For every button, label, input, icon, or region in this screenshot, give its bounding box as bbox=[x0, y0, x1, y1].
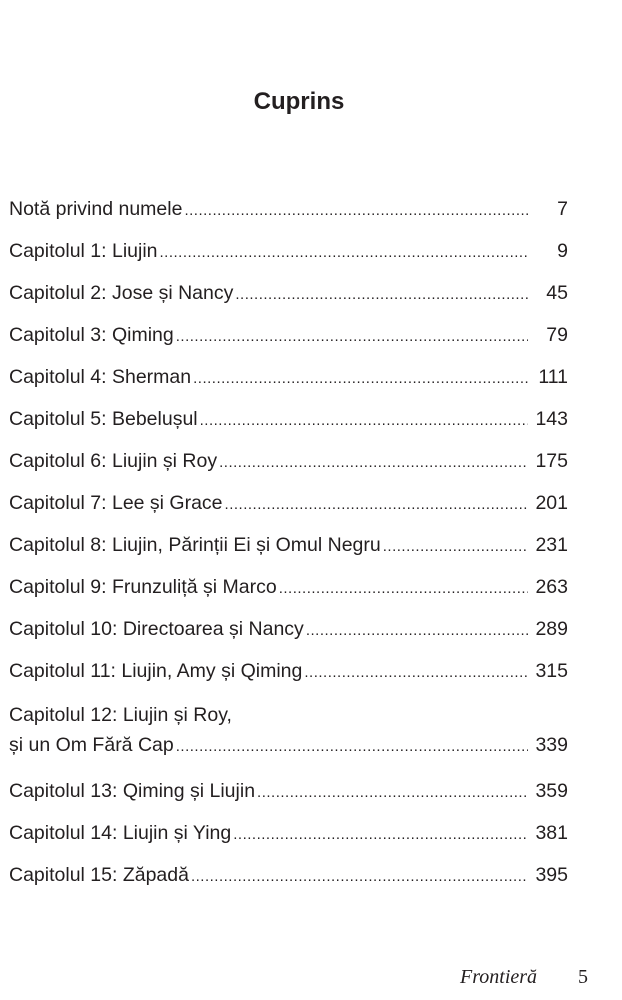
toc-entry: Capitolul 14: Liujin și Ying 381 bbox=[9, 820, 568, 862]
dot-leader bbox=[257, 778, 528, 806]
toc-entry-label: Capitolul 9: Frunzuliță și Marco bbox=[9, 576, 277, 598]
toc-entry-page: 7 bbox=[557, 198, 568, 220]
toc-entry: Capitolul 1: Liujin 9 bbox=[9, 238, 568, 280]
toc-entry-label-continued: și un Om Fără Cap bbox=[9, 734, 174, 756]
toc-entry-label: Capitolul 8: Liujin, Părinții Ei și Omul… bbox=[9, 534, 381, 556]
toc-entry: Capitolul 10: Directoarea și Nancy 289 bbox=[9, 616, 568, 658]
toc-entry-label: Capitolul 1: Liujin bbox=[9, 240, 158, 262]
toc-entry-label: Notă privind numele bbox=[9, 198, 183, 220]
toc-entry: Notă privind numele 7 bbox=[9, 196, 568, 238]
toc-entry-page: 289 bbox=[535, 618, 568, 640]
dot-leader bbox=[160, 238, 528, 266]
toc-entry-page: 9 bbox=[557, 240, 568, 262]
dot-leader bbox=[235, 280, 528, 308]
dot-leader bbox=[191, 862, 528, 890]
dot-leader bbox=[219, 448, 528, 476]
toc-entry-label: Capitolul 2: Jose și Nancy bbox=[9, 282, 234, 304]
toc-entry: Capitolul 15: Zăpadă 395 bbox=[9, 862, 568, 904]
dot-leader bbox=[184, 196, 528, 224]
toc-entry-page: 79 bbox=[546, 324, 568, 346]
dot-leader bbox=[200, 406, 528, 434]
toc-entry-label: Capitolul 4: Sherman bbox=[9, 366, 192, 388]
toc-entry-page: 359 bbox=[535, 780, 568, 802]
running-footer-title: Frontieră bbox=[460, 966, 538, 988]
toc-entry-page: 111 bbox=[538, 366, 568, 388]
dot-leader bbox=[383, 532, 528, 560]
page-number: 5 bbox=[578, 966, 588, 988]
page-title: Cuprins bbox=[253, 88, 345, 115]
toc-entry-label: Capitolul 13: Qiming și Liujin bbox=[9, 780, 256, 802]
toc-entry-page: 175 bbox=[535, 450, 568, 472]
toc-entry-label: Capitolul 12: Liujin și Roy, bbox=[9, 704, 232, 726]
dot-leader bbox=[279, 574, 528, 602]
dot-leader bbox=[306, 616, 528, 644]
toc-entry-label: Capitolul 15: Zăpadă bbox=[9, 864, 189, 886]
toc-entry-page: 45 bbox=[546, 282, 568, 304]
toc-entry-page: 395 bbox=[535, 864, 568, 886]
toc-entry-label: Capitolul 7: Lee și Grace bbox=[9, 492, 223, 514]
toc-entry-page: 381 bbox=[535, 822, 568, 844]
dot-leader bbox=[304, 658, 528, 686]
toc-entry: Capitolul 13: Qiming și Liujin 359 bbox=[9, 778, 568, 820]
toc-entry: Capitolul 9: Frunzuliță și Marco 263 bbox=[9, 574, 568, 616]
toc-entry-label: Capitolul 5: Bebelușul bbox=[9, 408, 198, 430]
toc-entry-label: Capitolul 3: Qiming bbox=[9, 324, 174, 346]
page-footer: Frontieră 5 bbox=[460, 966, 588, 989]
toc-entry-page: 339 bbox=[535, 734, 568, 756]
table-of-contents: Notă privind numele 7 Capitolul 1: Liujin 9… bbox=[9, 196, 568, 904]
toc-entry-page: 201 bbox=[535, 492, 568, 514]
dot-leader bbox=[176, 322, 528, 350]
toc-entry: Capitolul 4: Sherman 111 bbox=[9, 364, 568, 406]
toc-entry-page: 263 bbox=[535, 576, 568, 598]
dot-leader bbox=[225, 490, 528, 518]
toc-entry: Capitolul 5: Bebelușul 143 bbox=[9, 406, 568, 448]
toc-entry: Capitolul 6: Liujin și Roy 175 bbox=[9, 448, 568, 490]
toc-entry-label: Capitolul 6: Liujin și Roy bbox=[9, 450, 218, 472]
toc-entry-page: 143 bbox=[535, 408, 568, 430]
toc-entry: Capitolul 7: Lee și Grace 201 bbox=[9, 490, 568, 532]
toc-entry-label: Capitolul 10: Directoarea și Nancy bbox=[9, 618, 304, 640]
toc-entry-label: Capitolul 11: Liujin, Amy și Qiming bbox=[9, 660, 303, 682]
toc-entry: Capitolul 8: Liujin, Părinții Ei și Omul… bbox=[9, 532, 568, 574]
toc-entry: Capitolul 12: Liujin și Roy, și un Om Făr… bbox=[9, 700, 568, 762]
dot-leader bbox=[193, 364, 528, 392]
dot-leader bbox=[176, 730, 528, 762]
toc-entry: Capitolul 2: Jose și Nancy 45 bbox=[9, 280, 568, 322]
toc-entry: Capitolul 3: Qiming 79 bbox=[9, 322, 568, 364]
toc-entry-page: 315 bbox=[535, 660, 568, 682]
dot-leader bbox=[233, 820, 528, 848]
toc-entry-page: 231 bbox=[535, 534, 568, 556]
toc-entry: Capitolul 11: Liujin, Amy și Qiming 315 bbox=[9, 658, 568, 700]
toc-entry-label: Capitolul 14: Liujin și Ying bbox=[9, 822, 232, 844]
